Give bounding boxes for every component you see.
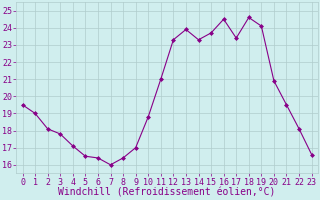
- X-axis label: Windchill (Refroidissement éolien,°C): Windchill (Refroidissement éolien,°C): [58, 188, 276, 198]
